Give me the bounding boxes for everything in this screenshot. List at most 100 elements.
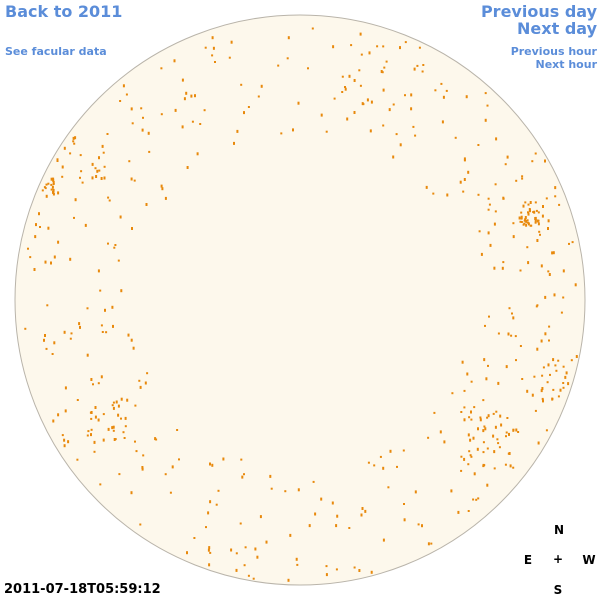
facula <box>112 401 115 404</box>
facula <box>533 375 536 378</box>
facula <box>131 122 134 125</box>
facula <box>336 514 339 518</box>
facula <box>417 523 420 526</box>
back-link[interactable]: Back to 2011 <box>5 2 123 21</box>
facula <box>120 397 123 401</box>
facula <box>551 397 554 400</box>
facula <box>69 337 72 340</box>
facula <box>553 293 556 297</box>
facular-link[interactable]: See facular data <box>5 45 107 58</box>
facula <box>120 417 122 420</box>
facula <box>41 189 44 192</box>
facula <box>369 129 372 133</box>
facula <box>535 305 538 308</box>
facula <box>527 222 530 226</box>
prev-day-link[interactable]: Previous day <box>480 2 597 21</box>
facula <box>465 95 468 99</box>
facula <box>260 84 263 88</box>
facula <box>508 432 510 436</box>
facula <box>63 444 66 448</box>
facula <box>476 447 479 451</box>
facula <box>353 79 356 82</box>
facula <box>47 226 50 230</box>
facula <box>515 359 517 362</box>
facula <box>479 418 482 422</box>
facula <box>90 428 93 431</box>
facula <box>504 163 507 166</box>
facula <box>139 523 142 526</box>
facula <box>473 406 476 409</box>
facula <box>146 372 149 375</box>
prev-hour-link[interactable]: Previous hour <box>510 45 597 58</box>
facula <box>76 458 79 461</box>
facula <box>130 338 133 342</box>
facula <box>61 165 64 169</box>
facula <box>254 547 257 551</box>
facula <box>183 97 186 101</box>
facula <box>463 406 466 409</box>
facula <box>486 104 489 107</box>
facula <box>52 180 55 184</box>
facula <box>265 540 268 544</box>
facula <box>100 324 103 327</box>
facula <box>537 219 540 222</box>
facula <box>64 409 67 413</box>
facula <box>468 416 471 419</box>
facula <box>124 425 127 428</box>
facula <box>463 178 466 181</box>
facula <box>470 380 473 383</box>
facula <box>450 489 453 493</box>
facula <box>518 216 521 220</box>
facula <box>445 89 448 92</box>
facula <box>76 399 79 401</box>
facula <box>495 410 498 413</box>
compass-south: S <box>553 583 563 597</box>
facula <box>95 175 98 178</box>
facula <box>460 411 463 413</box>
facula <box>512 235 515 239</box>
next-hour-link[interactable]: Next hour <box>535 58 598 71</box>
facula <box>112 406 115 410</box>
facula <box>529 209 531 213</box>
facula <box>373 464 376 467</box>
facula <box>472 436 475 440</box>
facula <box>259 515 262 519</box>
facula <box>537 211 540 214</box>
facula <box>412 125 415 128</box>
facula <box>567 382 570 386</box>
facula <box>376 45 379 48</box>
facula <box>24 327 27 330</box>
facula <box>155 438 158 441</box>
facula <box>470 410 472 414</box>
facula <box>544 295 547 299</box>
facula <box>521 378 524 380</box>
facula <box>402 449 405 452</box>
facula <box>470 418 473 421</box>
facula <box>548 325 551 328</box>
facula <box>515 428 518 432</box>
facula <box>211 54 214 57</box>
facula <box>535 209 538 212</box>
facula <box>497 442 500 445</box>
facula <box>148 150 151 153</box>
facula <box>475 498 478 501</box>
facula <box>492 412 495 415</box>
facula <box>366 98 369 102</box>
facula <box>493 266 496 270</box>
facula <box>164 473 167 476</box>
facula <box>494 183 497 186</box>
facula <box>562 269 565 273</box>
facula <box>425 185 428 189</box>
next-day-link[interactable]: Next day <box>517 19 597 38</box>
facula <box>160 67 163 70</box>
facula <box>382 466 385 470</box>
facula <box>552 251 555 255</box>
facula <box>63 330 66 334</box>
facula <box>94 167 97 170</box>
facula <box>549 373 551 376</box>
facula <box>461 360 464 364</box>
facula <box>98 156 100 160</box>
timestamp: 2011-07-18T05:59:12 <box>4 582 161 597</box>
facula <box>72 136 75 140</box>
facula <box>370 570 373 574</box>
